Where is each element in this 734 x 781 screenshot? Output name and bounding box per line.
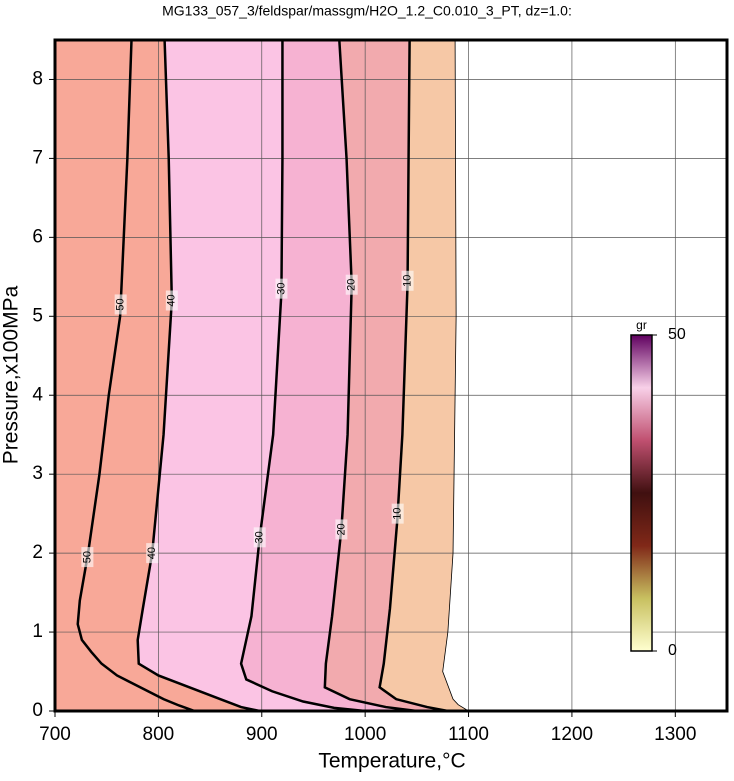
contour-label: 20	[335, 523, 347, 535]
colorbar-label: gr	[636, 318, 647, 332]
contour-label-bg	[114, 294, 127, 315]
contour-label: 30	[275, 283, 287, 295]
y-tick-label: 0	[32, 700, 43, 721]
y-tick-label: 8	[32, 68, 43, 89]
contour-band	[241, 40, 417, 711]
contour-label: 40	[146, 547, 158, 559]
x-tick-label: 1200	[551, 724, 593, 745]
colorbar-tick-label: 50	[668, 326, 686, 343]
plot-frame	[53, 38, 729, 713]
contour-label-bg	[81, 547, 94, 568]
x-tick-label: 700	[39, 724, 71, 745]
contour-line	[239, 40, 366, 711]
contour-line	[323, 40, 418, 711]
contour-band	[55, 40, 195, 711]
contour-label: 20	[346, 279, 358, 291]
y-tick-label: 6	[32, 226, 43, 247]
contour-band	[379, 40, 469, 711]
contour-label-bg	[345, 274, 358, 295]
y-tick-label: 7	[32, 147, 43, 168]
contour-line	[378, 40, 449, 711]
contour-label: 50	[115, 298, 127, 310]
colorbar	[630, 334, 653, 652]
y-tick-label: 3	[32, 463, 43, 484]
x-tick-label: 900	[246, 724, 278, 745]
contour-label: 50	[81, 551, 93, 563]
x-tick-label: 1100	[448, 724, 489, 745]
colorbar-tick-label: 0	[668, 642, 677, 659]
contour-band	[77, 40, 260, 711]
x-tick-label: 1300	[654, 724, 696, 745]
contour-label: 10	[401, 275, 413, 287]
contour-line	[442, 40, 469, 711]
y-tick-label: 5	[32, 305, 43, 326]
contour-label-bg	[335, 519, 348, 540]
contour-label-bg	[253, 527, 266, 548]
contour-label-bg	[165, 290, 178, 311]
y-axis-label: Pressure,x100MPa	[0, 285, 23, 464]
contour-label: 30	[254, 531, 266, 543]
plot-area: 50 50 40 40 30 30 20 20 10 10	[55, 40, 727, 711]
contour-label-bg	[146, 543, 159, 564]
chart-title: MG133_057_3/feldspar/massgm/H2O_1.2_C0.0…	[162, 3, 572, 19]
contour-label-bg	[401, 270, 414, 291]
y-tick-label: 1	[32, 621, 43, 642]
y-tick-label: 2	[32, 542, 43, 563]
contour-label-bg	[391, 503, 404, 524]
x-tick-label: 800	[143, 724, 175, 745]
contour-label: 40	[166, 294, 178, 306]
x-axis-label: Temperature,°C	[318, 750, 465, 773]
contour-label: 10	[392, 508, 404, 520]
contour-band	[137, 40, 366, 711]
contour-band	[324, 40, 448, 711]
y-tick-label: 4	[32, 384, 43, 405]
contour-label-bg	[275, 278, 288, 299]
x-tick-label: 1000	[344, 724, 386, 745]
contour-line	[76, 40, 195, 711]
